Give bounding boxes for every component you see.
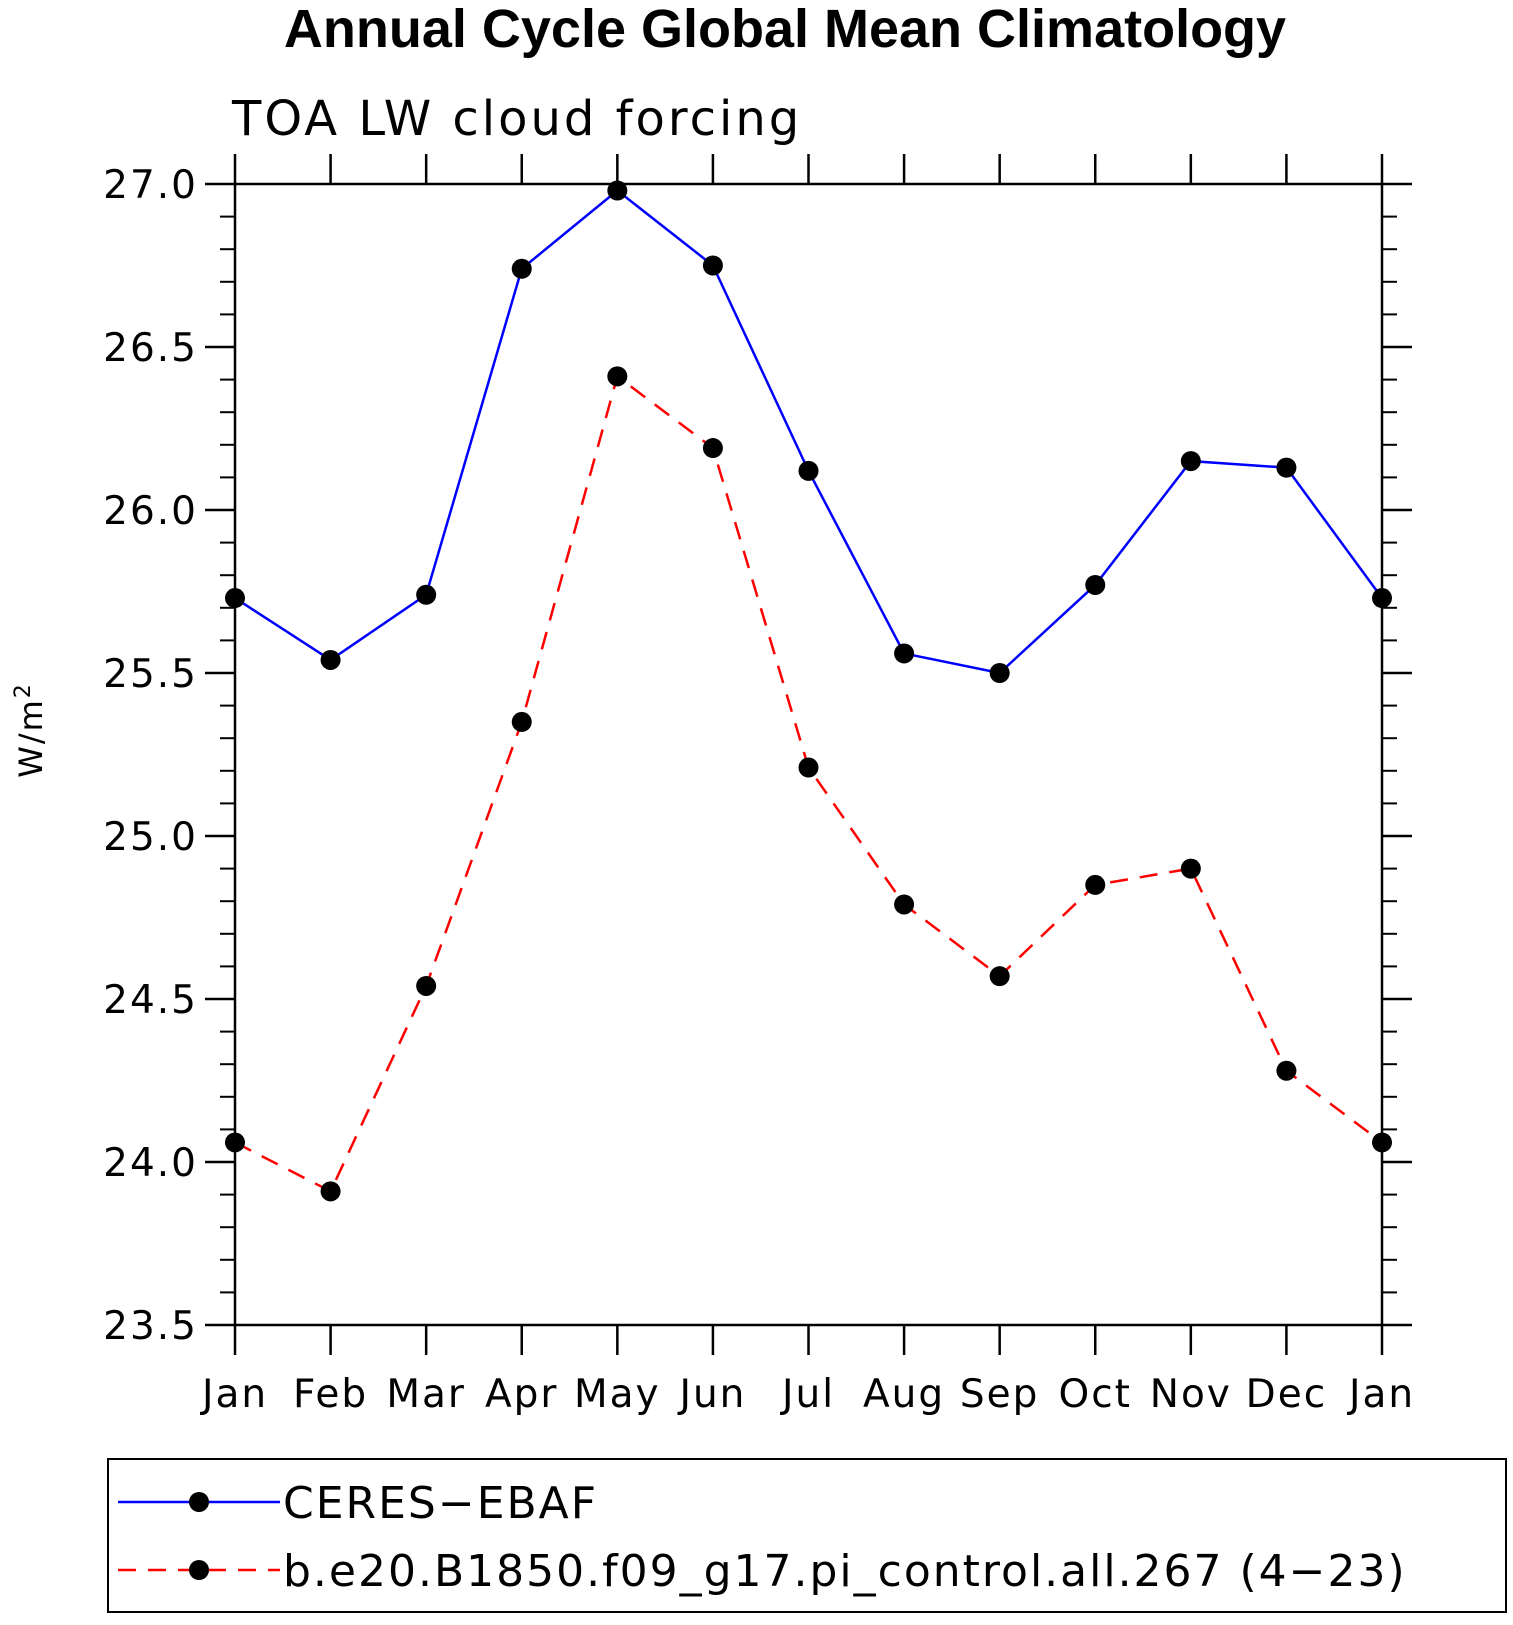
data-point <box>607 180 628 201</box>
x-tick-label: Nov <box>1150 1372 1232 1417</box>
x-tick-label: Apr <box>485 1372 558 1417</box>
x-tick-label: Jan <box>1346 1372 1415 1417</box>
data-point <box>416 584 437 605</box>
y-tick-label: 25.5 <box>103 652 198 697</box>
data-point <box>511 711 532 732</box>
data-point <box>1085 574 1106 595</box>
data-point <box>1180 451 1201 472</box>
data-point <box>1276 1060 1297 1081</box>
legend-marker <box>189 1560 209 1580</box>
x-tick-label: Sep <box>960 1372 1040 1417</box>
x-tick-label: Aug <box>863 1372 945 1417</box>
series-1 <box>225 180 1392 683</box>
y-tick-label: 27.0 <box>103 163 198 208</box>
data-point <box>320 1181 341 1202</box>
axes: Jan Feb Mar Apr May Jun Jul Aug Sep Oct Nov Dec Jan2… <box>103 154 1415 1417</box>
series-2 <box>225 366 1392 1202</box>
data-point <box>607 366 628 387</box>
plot-frame <box>233 182 1384 1327</box>
data-point <box>225 588 245 609</box>
chart-title: Annual Cycle Global Mean Climatology <box>284 0 1286 59</box>
data-point <box>1276 457 1297 478</box>
y-axis-label-superscript: 2 <box>11 682 36 698</box>
series-line <box>234 188 1384 675</box>
data-point <box>702 438 723 459</box>
y-axis-label: W/m2 <box>11 682 51 778</box>
x-tick-label: Jul <box>779 1372 835 1417</box>
legend-label: CERES−EBAF <box>283 1478 598 1529</box>
y-tick-label: 23.5 <box>103 1304 198 1349</box>
data-point <box>1085 874 1106 895</box>
x-tick-label: Jan <box>199 1372 268 1417</box>
y-tick-label: 24.0 <box>103 1141 198 1186</box>
y-tick-label: 26.5 <box>103 326 198 371</box>
data-point <box>320 649 341 670</box>
x-tick-label: Mar <box>386 1372 466 1417</box>
chart-subtitle: TOA LW cloud forcing <box>231 91 802 147</box>
data-point <box>225 1132 245 1153</box>
legend: CERES−EBAF b.e20.B1850.f09_g17.pi_control… <box>107 1458 1507 1613</box>
legend-label: b.e20.B1850.f09_g17.pi_control.all.267 (… <box>283 1546 1407 1597</box>
data-point <box>894 894 915 915</box>
legend-marker <box>189 1492 209 1512</box>
x-tick-label: Feb <box>293 1372 368 1417</box>
y-tick-label: 26.0 <box>103 489 198 534</box>
data-point <box>798 757 819 778</box>
data-point <box>702 255 723 276</box>
legend-box <box>107 1458 1507 1613</box>
data-point <box>1372 588 1392 609</box>
y-tick-label: 25.0 <box>103 815 198 860</box>
data-point <box>798 460 819 481</box>
data-point <box>989 663 1010 683</box>
data-point <box>416 975 437 996</box>
data-point <box>1180 858 1201 879</box>
legend-items: CERES−EBAF b.e20.B1850.f09_g17.pi_control… <box>118 1478 1407 1597</box>
data-point <box>511 258 532 279</box>
x-tick-label: Dec <box>1246 1372 1327 1417</box>
y-tick-label: 24.5 <box>103 978 198 1023</box>
x-tick-label: Jun <box>676 1372 746 1417</box>
data-point <box>989 966 1010 987</box>
data-point <box>894 643 915 664</box>
x-tick-label: May <box>574 1372 661 1417</box>
y-axis-label-text: W/m <box>12 698 50 778</box>
series-line <box>234 374 1383 1194</box>
x-tick-label: Oct <box>1059 1372 1132 1417</box>
data-point <box>1372 1132 1392 1153</box>
plot-series <box>225 180 1392 1202</box>
